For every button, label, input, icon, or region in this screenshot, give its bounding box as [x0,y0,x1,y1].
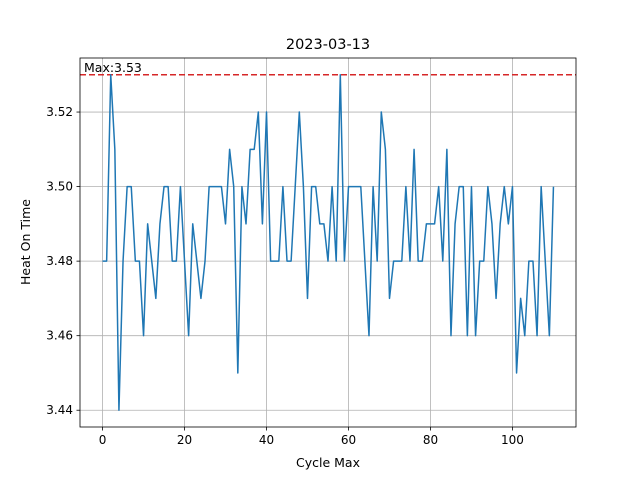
chart-title: 2023-03-13 [286,37,370,53]
x-tick-label: 20 [177,433,192,447]
y-tick-label: 3.44 [46,403,73,417]
x-tick-label: 100 [501,433,524,447]
y-tick-label: 3.48 [46,254,73,268]
y-tick-label: 3.46 [46,329,73,343]
x-axis-label: Cycle Max [296,455,360,470]
y-tick-label: 3.50 [46,180,73,194]
x-tick-label: 60 [341,433,356,447]
max-annotation: Max:3.53 [84,60,142,75]
x-tick-label: 0 [99,433,107,447]
y-tick-label: 3.52 [46,105,73,119]
plot-area-frame [79,57,577,428]
x-tick-label: 80 [423,433,438,447]
series-line [102,74,555,411]
x-tick-label: 40 [259,433,274,447]
y-axis-label: Heat On Time [18,199,33,285]
ticks: 0 20 40 60 80 100 3.44 3.46 3.48 3.50 3.52 [46,105,524,447]
